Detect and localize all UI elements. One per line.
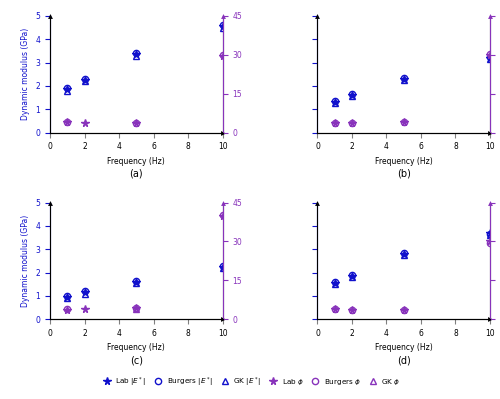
Y-axis label: Dynamic modulus (GPa): Dynamic modulus (GPa) xyxy=(21,28,30,120)
Text: (b): (b) xyxy=(397,169,410,179)
Text: (d): (d) xyxy=(397,356,410,365)
X-axis label: Frequency (Hz): Frequency (Hz) xyxy=(375,344,432,352)
X-axis label: Frequency (Hz): Frequency (Hz) xyxy=(108,157,165,166)
Legend: Lab $|E^*|$, Burgers $|E^*|$, GK $|E^*|$, Lab $\phi$, Burgers $\phi$, GK $\phi$: Lab $|E^*|$, Burgers $|E^*|$, GK $|E^*|$… xyxy=(96,372,404,391)
X-axis label: Frequency (Hz): Frequency (Hz) xyxy=(108,344,165,352)
Text: (c): (c) xyxy=(130,356,143,365)
X-axis label: Frequency (Hz): Frequency (Hz) xyxy=(375,157,432,166)
Text: (a): (a) xyxy=(130,169,143,179)
Y-axis label: Dynamic modulus (GPa): Dynamic modulus (GPa) xyxy=(21,215,30,307)
